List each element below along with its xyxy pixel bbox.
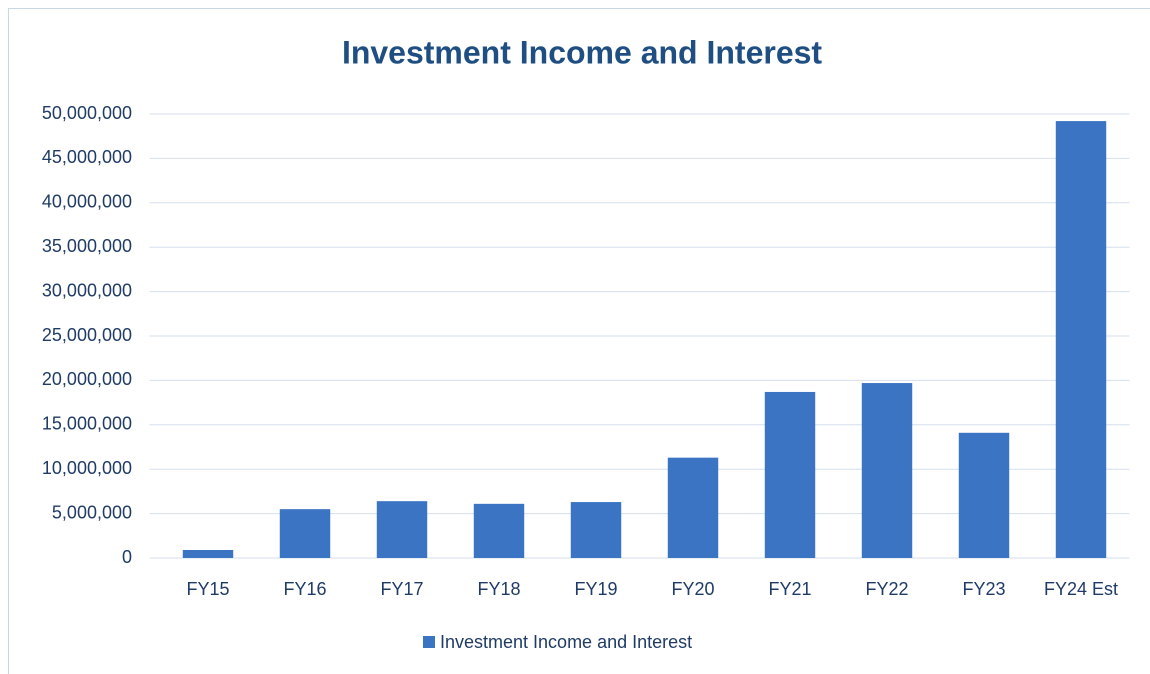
x-tick-label: FY18	[477, 579, 520, 599]
y-tick-label: 15,000,000	[42, 414, 132, 434]
y-tick-label: 0	[122, 547, 132, 567]
x-tick-label: FY19	[574, 579, 617, 599]
x-tick-label: FY23	[962, 579, 1005, 599]
y-tick-label: 30,000,000	[42, 280, 132, 300]
bar	[376, 501, 428, 558]
x-tick-label: FY22	[865, 579, 908, 599]
y-tick-label: 35,000,000	[42, 236, 132, 256]
x-tick-label: FY24 Est	[1044, 579, 1118, 599]
x-tick-label: FY15	[186, 579, 229, 599]
bar	[570, 502, 622, 558]
bar	[1055, 121, 1107, 558]
legend-swatch	[423, 636, 435, 648]
bar	[861, 383, 913, 558]
bar	[667, 457, 719, 558]
bar	[958, 432, 1010, 558]
x-tick-label: FY17	[380, 579, 423, 599]
y-tick-label: 20,000,000	[42, 369, 132, 389]
x-tick-label: FY21	[768, 579, 811, 599]
bar	[473, 503, 525, 558]
y-tick-label: 5,000,000	[52, 502, 132, 522]
legend-label: Investment Income and Interest	[440, 632, 692, 652]
y-tick-label: 10,000,000	[42, 458, 132, 478]
y-tick-label: 50,000,000	[42, 103, 132, 123]
bar	[279, 509, 331, 558]
chart-title: Investment Income and Interest	[342, 34, 822, 70]
y-tick-label: 25,000,000	[42, 325, 132, 345]
chart-frame	[8, 8, 1150, 674]
y-tick-label: 40,000,000	[42, 192, 132, 212]
x-tick-label: FY16	[283, 579, 326, 599]
x-tick-label: FY20	[671, 579, 714, 599]
y-tick-label: 45,000,000	[42, 147, 132, 167]
bar	[182, 550, 234, 558]
bar	[764, 391, 816, 558]
